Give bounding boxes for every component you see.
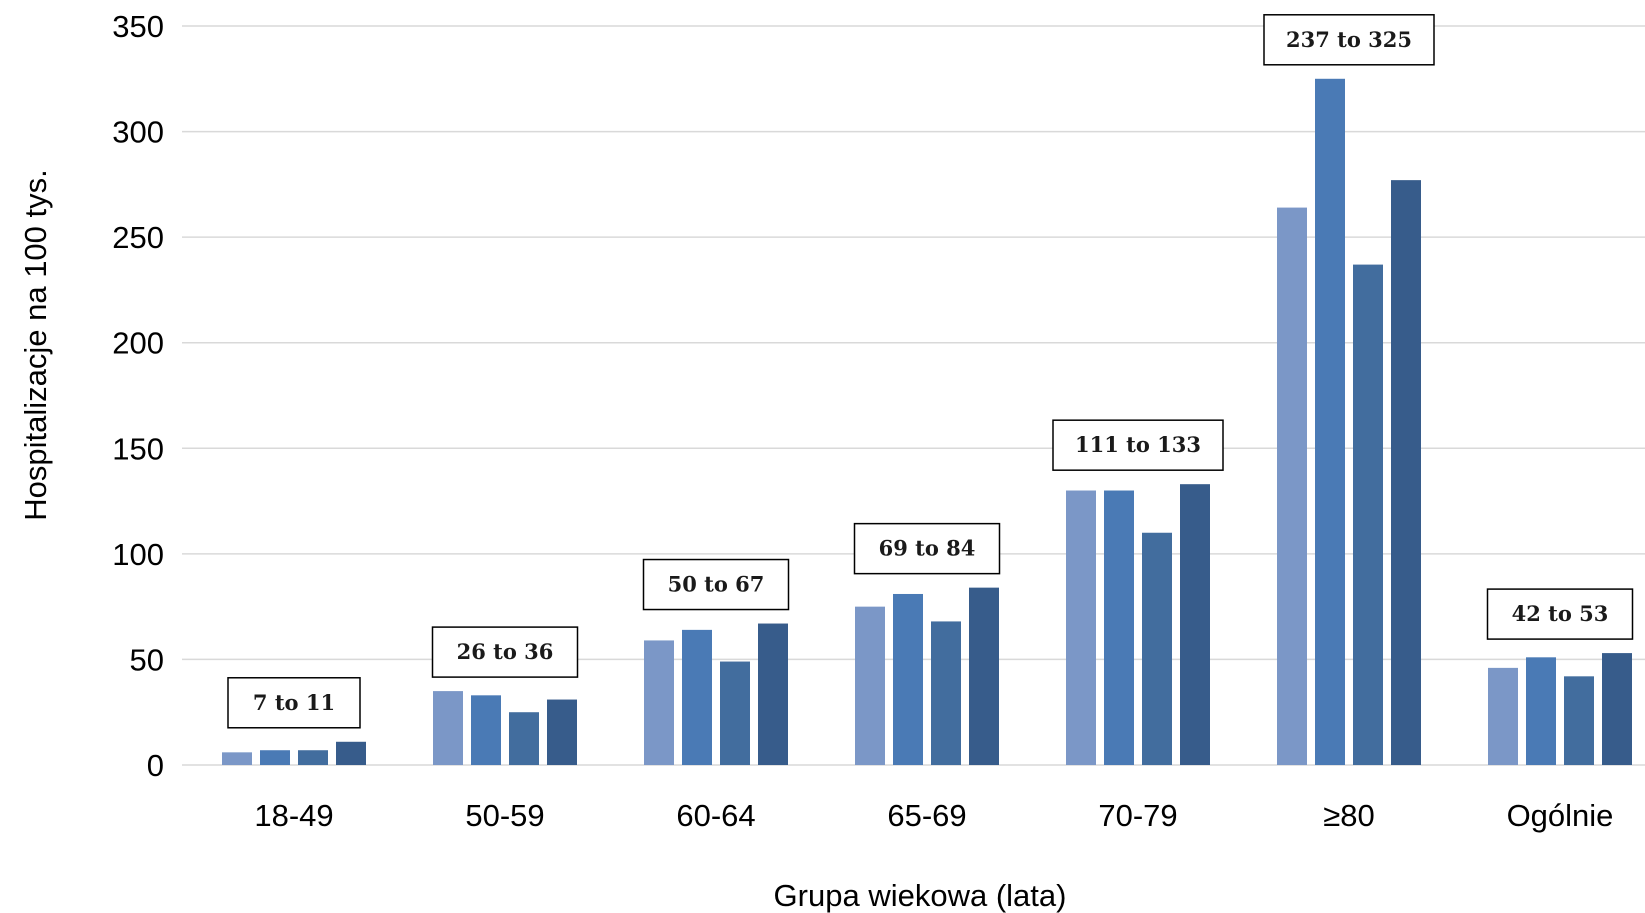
- bar: [855, 606, 885, 765]
- bars: [222, 78, 1632, 766]
- range-annotation-box: [642, 558, 790, 611]
- bar: [644, 640, 674, 765]
- range-annotation-box: [1486, 588, 1634, 640]
- x-tick-label: ≥80: [1323, 798, 1375, 833]
- bar: [1277, 207, 1307, 765]
- bar: [1564, 676, 1594, 765]
- bar: [720, 661, 750, 765]
- bar: [682, 629, 712, 765]
- range-annotation-label: 111 to 133: [1075, 432, 1201, 457]
- range-annotations: 7 to 11 26 to 36 50 to 67 69 to 84 111 to 13…: [227, 14, 1634, 729]
- y-axis-title: Hospitalizacje na 100 tys.: [18, 169, 53, 521]
- range-annotation-box: [227, 677, 361, 729]
- bar: [509, 712, 539, 765]
- x-tick-label: 50-59: [465, 798, 544, 833]
- bar: [1104, 490, 1134, 765]
- y-tick-label: 300: [112, 115, 164, 150]
- range-annotation-label: 50 to 67: [668, 572, 765, 597]
- bar: [1315, 78, 1345, 766]
- x-tick-label: Ogólnie: [1507, 798, 1614, 833]
- range-annotation-box: [431, 626, 579, 678]
- bar: [260, 750, 290, 765]
- range-annotation-label: 7 to 11: [253, 690, 335, 715]
- bar: [547, 699, 577, 765]
- bar: [969, 587, 999, 765]
- bar: [758, 623, 788, 765]
- range-annotation-label: 237 to 325: [1286, 27, 1412, 52]
- bar: [893, 593, 923, 765]
- bar: [1391, 180, 1421, 766]
- x-tick-label: 65-69: [887, 798, 966, 833]
- x-axis-title: Grupa wiekowa (lata): [774, 878, 1067, 913]
- range-annotation-label: 42 to 53: [1512, 601, 1609, 626]
- y-tick-label: 50: [130, 642, 164, 677]
- bar: [222, 752, 252, 765]
- y-tick-label: 150: [112, 431, 164, 466]
- x-tick-label: 18-49: [254, 798, 333, 833]
- y-tick-label: 100: [112, 537, 164, 572]
- bar: [298, 750, 328, 765]
- bar: [1353, 264, 1383, 765]
- bar: [1602, 653, 1632, 765]
- bar: [1066, 490, 1096, 765]
- bar: [931, 621, 961, 765]
- y-tick-label: 200: [112, 326, 164, 361]
- bar: [1142, 532, 1172, 765]
- x-axis-ticks: 18-49 50-59 60-64 65-69 70-79 ≥80 Ogólnie: [254, 798, 1613, 833]
- range-annotation-box: [853, 522, 1001, 575]
- y-tick-label: 350: [112, 9, 164, 44]
- y-tick-label: 250: [112, 220, 164, 255]
- bar: [336, 741, 366, 765]
- bar: [1526, 657, 1556, 765]
- bar: [1488, 667, 1518, 765]
- bar: [433, 691, 463, 765]
- range-annotation-box: [1263, 14, 1435, 66]
- x-tick-label: 60-64: [676, 798, 755, 833]
- range-annotation-label: 26 to 36: [457, 639, 554, 664]
- bar: [1180, 484, 1210, 765]
- y-tick-label: 0: [147, 748, 164, 783]
- range-annotation-label: 69 to 84: [879, 536, 976, 561]
- range-annotation-box: [1052, 419, 1224, 471]
- x-tick-label: 70-79: [1098, 798, 1177, 833]
- bar: [471, 695, 501, 765]
- y-axis-ticks: 0 50 100 150 200 250 300 350: [112, 9, 164, 783]
